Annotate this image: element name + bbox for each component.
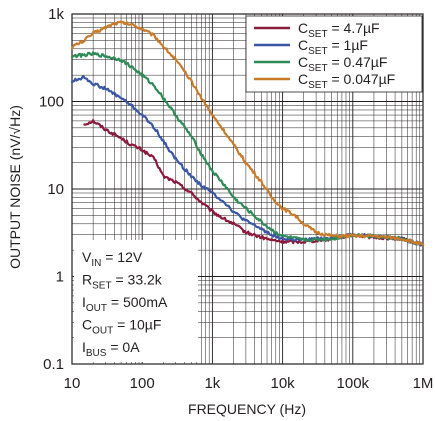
y-axis-label: OUTPUT NOISE (nV/√Hz): [7, 105, 23, 269]
condition-line: RSET = 33.2k: [82, 272, 163, 292]
y-tick-label: 10: [47, 181, 64, 198]
x-tick-label: 1M: [413, 375, 434, 392]
legend-entry: CSET = 0.47µF: [298, 54, 387, 74]
series-line-3: [70, 20, 425, 246]
x-axis-label: FREQUENCY (Hz): [188, 401, 306, 417]
x-tick-label: 100k: [337, 375, 370, 392]
y-tick-label: 1k: [48, 6, 64, 23]
condition-line: IOUT = 500mA: [82, 294, 168, 314]
y-tick-label: 1: [56, 269, 64, 286]
x-tick-label: 100: [130, 375, 155, 392]
tick-labels: 10 100 1k 10k 100k 1M 0.1 1 10 100 1k: [39, 6, 433, 392]
x-tick-label: 10: [64, 375, 81, 392]
x-tick-label: 1k: [204, 375, 220, 392]
y-tick-label: 100: [39, 94, 64, 111]
conditions-background: [74, 240, 198, 362]
series-layer: [70, 20, 425, 247]
y-tick-label: 0.1: [43, 356, 64, 373]
condition-line: IBUS = 0A: [82, 339, 140, 359]
legend-entry: CSET = 4.7µF: [298, 20, 380, 40]
condition-line: COUT = 10µF: [82, 317, 161, 337]
x-tick-label: 10k: [271, 375, 296, 392]
series-line-1: [70, 75, 425, 247]
condition-line: VIN = 12V: [82, 249, 143, 269]
legend-entry: CSET = 1µF: [298, 37, 368, 57]
plot-frame: [71, 13, 424, 365]
legend-entry: CSET = 0.047µF: [298, 71, 395, 91]
